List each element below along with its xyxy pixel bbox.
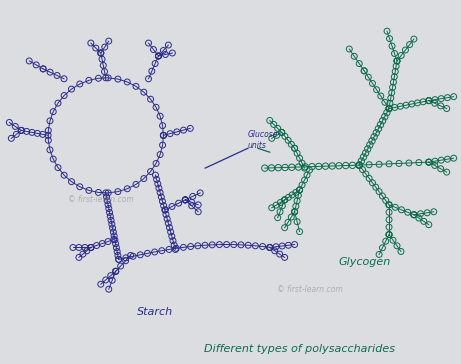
Text: Different types of polysaccharides: Different types of polysaccharides bbox=[204, 344, 395, 354]
Text: © first-learn.com: © first-learn.com bbox=[68, 195, 134, 204]
Text: Glycogen: Glycogen bbox=[338, 257, 390, 268]
Text: Starch: Starch bbox=[137, 307, 173, 317]
Text: © first-learn.com: © first-learn.com bbox=[277, 285, 343, 294]
Text: Glucose
units: Glucose units bbox=[248, 130, 278, 150]
